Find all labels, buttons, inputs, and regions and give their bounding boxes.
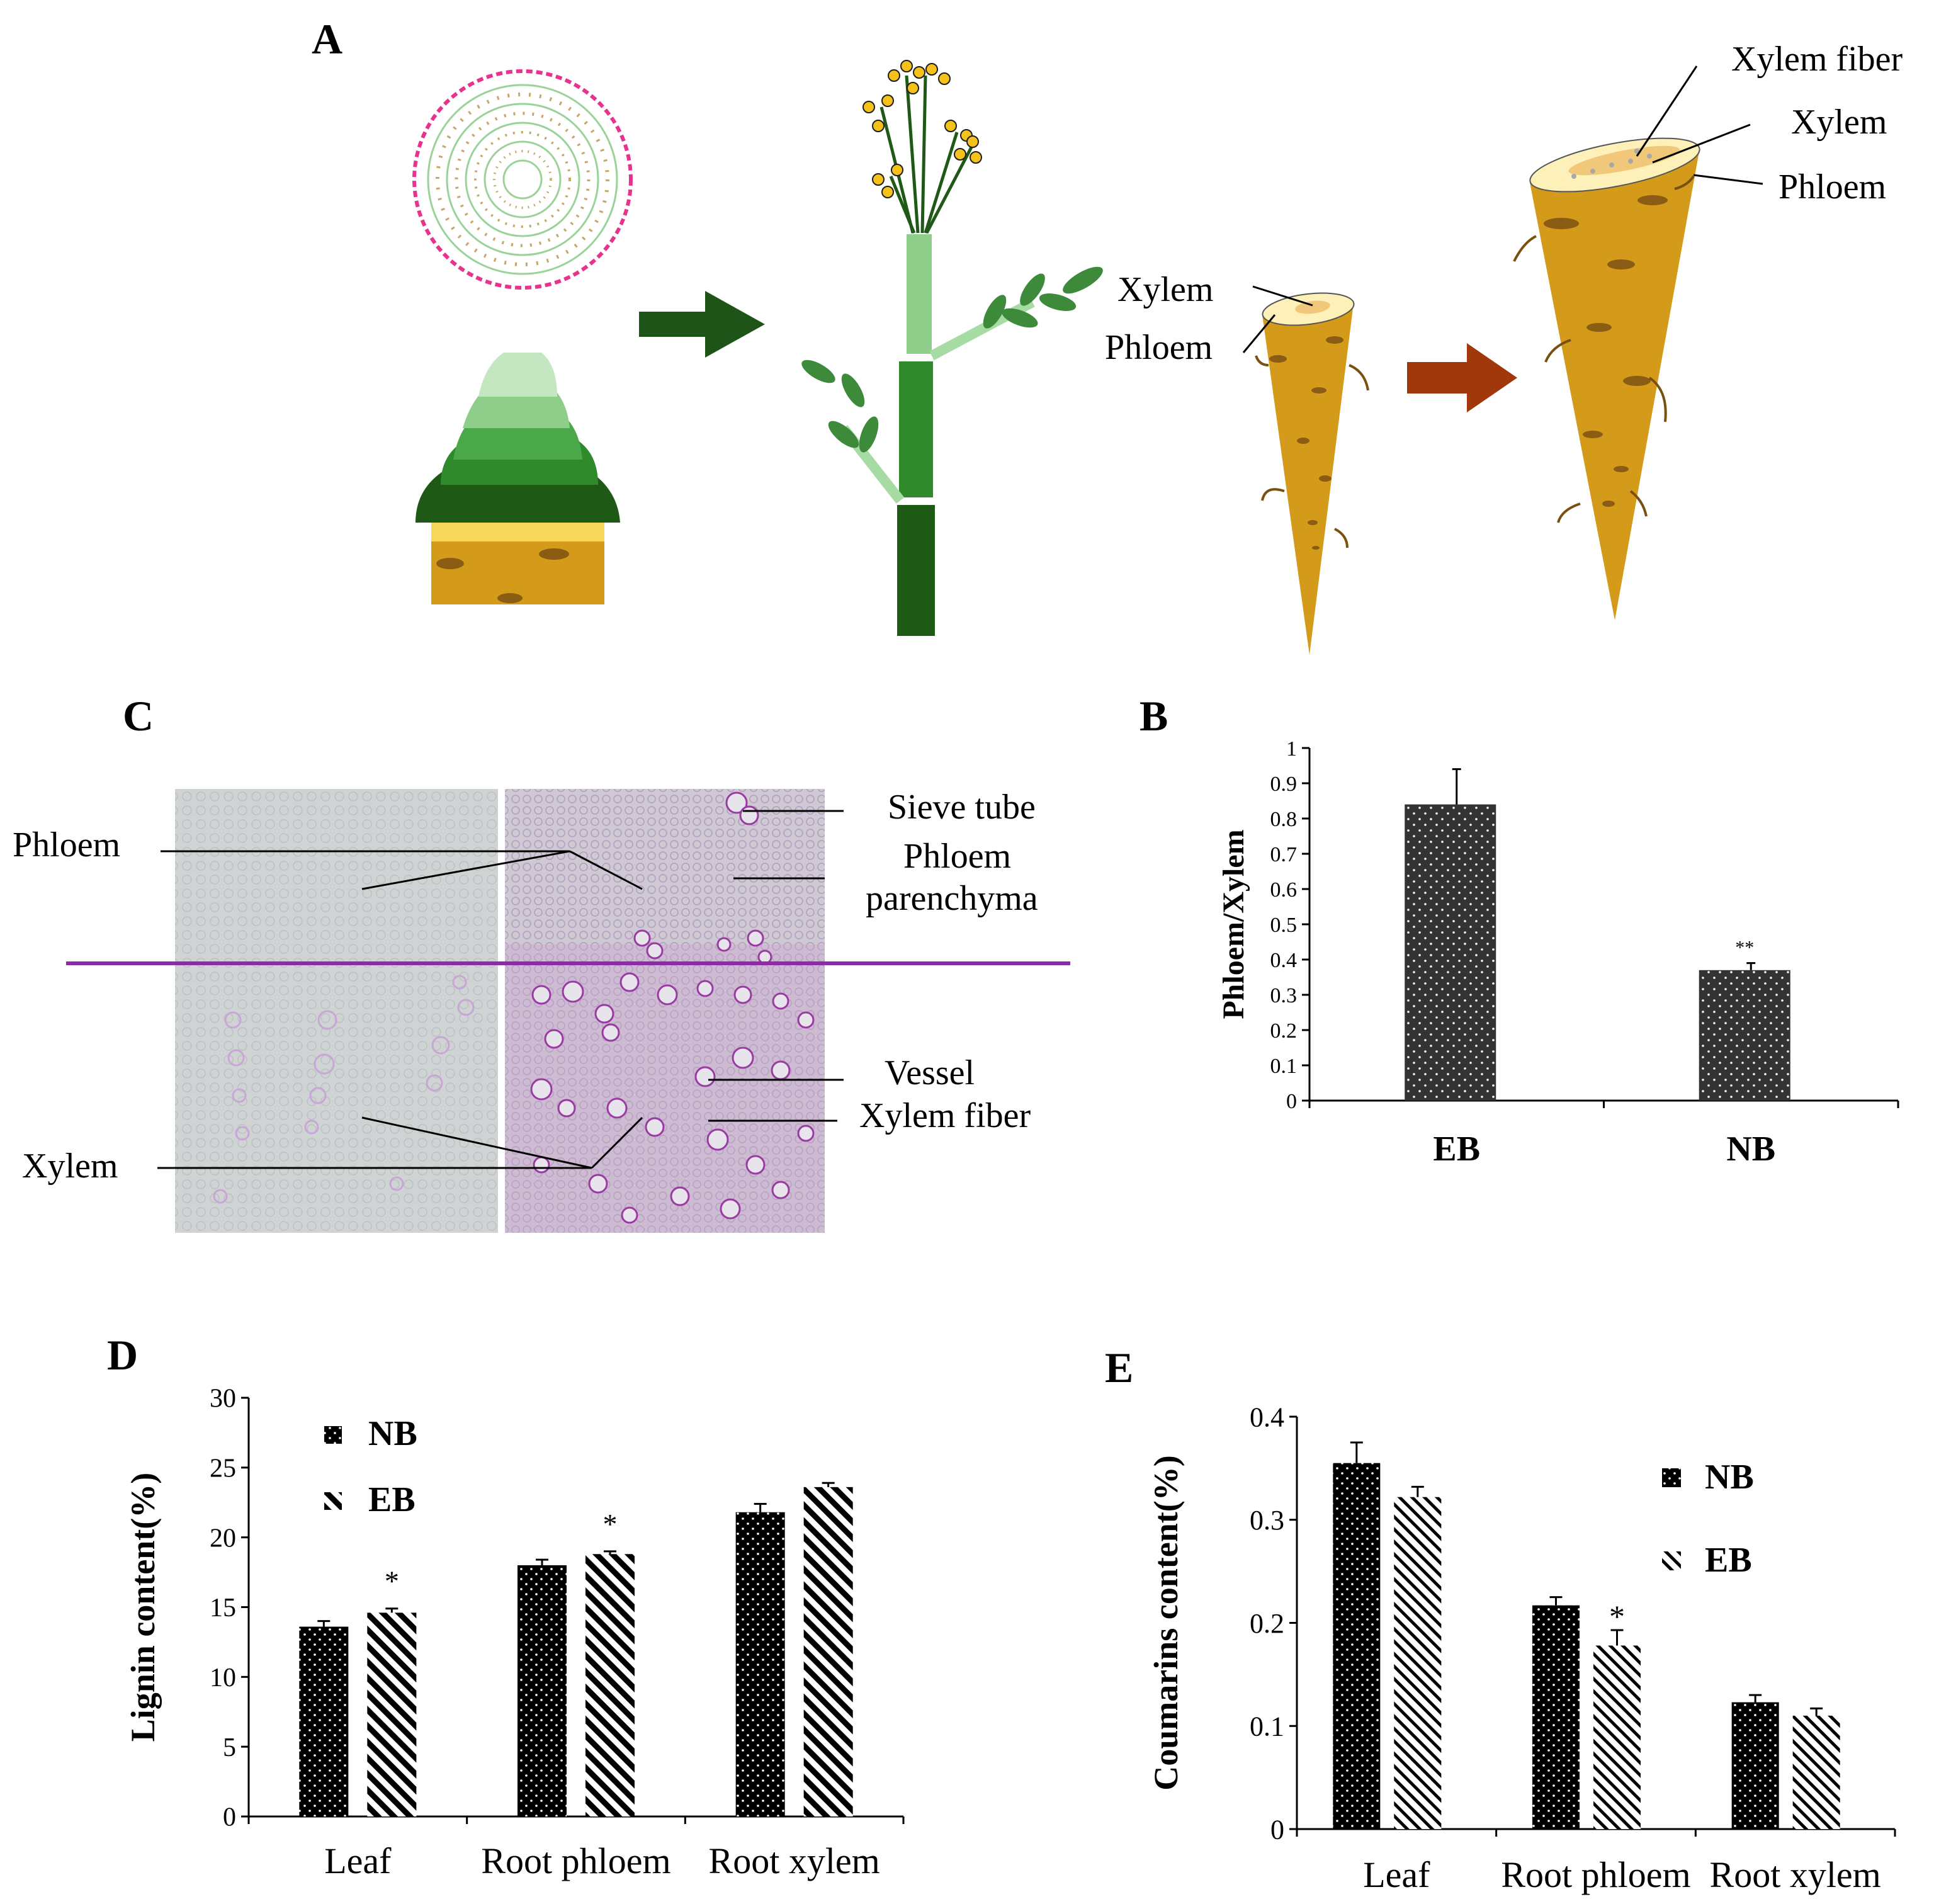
chart-b-bar-nb: [1699, 970, 1790, 1101]
bolting-plant-illustration: [801, 60, 1103, 636]
chart-d-x-category-label: Root xylem: [709, 1840, 880, 1881]
chart-e-bar-nb: [1532, 1605, 1580, 1829]
chart-b-y-tick-label: 0.2: [1270, 1019, 1298, 1043]
chart-d-legend-swatch-nb: [324, 1426, 342, 1444]
panel-e: E 0 0.1 0.2 0.3 0.4 Leaf Root phloem Root xylem…: [1105, 1344, 1896, 1895]
chart-d-significance-mark: *: [603, 1508, 618, 1540]
small-root-illustration: [1255, 292, 1369, 655]
chart-e-x-category-label: Root phloem: [1501, 1854, 1690, 1895]
chart-e-legend-label-nb: NB: [1705, 1458, 1754, 1497]
chart-b: 0 0.1 0.2 0.3 0.4 0.5 0.6 0.7 0.8 0.9 1 EB NB Phloem/…: [1217, 737, 1899, 1169]
chart-e-legend-swatch-nb: [1662, 1468, 1681, 1487]
label-xylem-large-root: Xylem: [1791, 103, 1887, 142]
chart-d-bar-nb: [299, 1626, 349, 1816]
panel-d-letter: D: [107, 1331, 138, 1379]
chart-d-y-axis-title: Lignin content(%): [124, 1473, 162, 1742]
chart-d-legend-swatch-eb: [324, 1492, 342, 1510]
arrow-brown: [1407, 343, 1517, 412]
chart-b-significance-mark: **: [1735, 938, 1754, 958]
chart-d-bar-eb: [585, 1554, 635, 1816]
label-sieve-tube: Sieve tube: [888, 788, 1036, 827]
chart-e-bar-eb: [1792, 1715, 1840, 1829]
chart-e-bar-nb: [1333, 1463, 1381, 1829]
chart-b-x-category-label: NB: [1726, 1130, 1775, 1169]
chart-b-y-tick-label: 0.5: [1270, 914, 1298, 937]
chart-d-y-tick-label: 20: [210, 1524, 236, 1553]
label-xylem: Xylem: [22, 1147, 118, 1186]
panel-c-letter: C: [123, 692, 154, 740]
label-xylem-fiber-section: Xylem fiber: [859, 1096, 1031, 1135]
panel-b-letter: B: [1139, 692, 1168, 740]
chart-d: 0 5 10 15 20 25 30 Leaf Root phloem Root xylem Lig…: [124, 1385, 905, 1881]
panel-e-letter: E: [1105, 1344, 1133, 1391]
chart-b-y-tick-label: 0.3: [1270, 984, 1298, 1007]
chart-d-legend-label-eb: EB: [368, 1480, 416, 1519]
chart-b-y-tick-label: 0.6: [1270, 878, 1298, 902]
chart-b-y-axis-title: Phloem/Xylem: [1217, 829, 1250, 1019]
panel-b: B 0 0.1 0.2 0.3 0.4 0.5 0.6 0.7 0.8 0.9 1 EB NB Phloe…: [1139, 692, 1899, 1169]
chart-b-y-tick-label: 0.9: [1270, 773, 1298, 796]
chart-e-legend-swatch-eb: [1662, 1551, 1681, 1570]
chart-d-y-tick-label: 5: [223, 1733, 236, 1762]
rosette-plant-illustration: [416, 353, 620, 604]
panel-a-letter: A: [312, 15, 342, 63]
arrow-green: [639, 291, 765, 358]
chart-b-y-tick-label: 0: [1286, 1090, 1297, 1113]
label-phloem-small-root: Phloem: [1105, 328, 1213, 367]
chart-b-y-tick-label: 0.8: [1270, 808, 1298, 831]
chart-d-y-tick-label: 15: [210, 1594, 236, 1623]
chart-d-bar-nb: [517, 1565, 567, 1816]
chart-d-bar-nb: [735, 1512, 785, 1816]
micrograph-right: [505, 789, 825, 1233]
label-xylem-small-root: Xylem: [1117, 270, 1213, 309]
chart-e: 0 0.1 0.2 0.3 0.4 Leaf Root phloem Root xylem Co…: [1147, 1402, 1896, 1895]
panel-a-leader-lines: [1242, 65, 1763, 353]
chart-e-x-category-label: Root xylem: [1710, 1854, 1881, 1895]
chart-d-x-category-label: Root phloem: [481, 1840, 670, 1881]
chart-e-y-tick-label: 0.1: [1250, 1711, 1284, 1742]
large-root-illustration: [1513, 137, 1700, 620]
chart-d-bar-eb: [803, 1487, 853, 1816]
chart-d-legend-label-nb: NB: [368, 1414, 417, 1453]
chart-b-y-tick-label: 0.7: [1270, 843, 1298, 866]
chart-b-y-tick-label: 0.1: [1270, 1055, 1298, 1078]
chart-e-bar-eb: [1593, 1645, 1641, 1829]
chart-b-x-category-label: EB: [1433, 1130, 1480, 1169]
label-phloem: Phloem: [13, 825, 120, 864]
panel-c-leader-lines: [157, 810, 844, 1169]
chart-d-bar-eb: [367, 1612, 417, 1816]
panel-a: A: [312, 15, 1903, 655]
cross-section-illustration: [412, 69, 633, 290]
panel-d: D 0 5 10 15 20 25 30 Leaf Root phloem Root xylem L…: [107, 1331, 905, 1881]
chart-b-bar-eb: [1405, 804, 1496, 1101]
chart-d-y-tick-label: 25: [210, 1454, 236, 1483]
panel-c: C: [13, 692, 1070, 1233]
label-phloem-large-root: Phloem: [1779, 167, 1886, 207]
micrograph-divider: [498, 789, 505, 1233]
chart-d-y-tick-label: 0: [223, 1803, 236, 1832]
chart-e-y-tick-label: 0.2: [1250, 1608, 1284, 1639]
chart-e-y-tick-label: 0.3: [1250, 1505, 1284, 1536]
chart-e-y-axis-title: Coumarins content(%): [1147, 1455, 1185, 1790]
chart-b-y-tick-label: 1: [1286, 737, 1297, 761]
chart-e-x-category-label: Leaf: [1363, 1854, 1430, 1895]
label-phloem-parenchyma-line1: Phloem: [903, 837, 1011, 876]
chart-e-bar-eb: [1394, 1497, 1442, 1829]
chart-b-y-tick-label: 0.4: [1270, 949, 1298, 972]
chart-e-significance-mark: *: [1609, 1599, 1625, 1634]
chart-e-y-tick-label: 0: [1270, 1814, 1284, 1845]
label-phloem-parenchyma-line2: parenchyma: [866, 879, 1038, 918]
chart-e-legend-label-eb: EB: [1705, 1541, 1752, 1580]
micrograph-left: [175, 789, 498, 1233]
chart-d-y-tick-label: 10: [210, 1663, 236, 1692]
label-vessel: Vessel: [885, 1053, 975, 1092]
chart-d-y-tick-label: 30: [210, 1385, 236, 1414]
chart-e-bar-nb: [1731, 1702, 1779, 1829]
chart-d-significance-mark: *: [385, 1565, 399, 1597]
chart-d-x-category-label: Leaf: [324, 1840, 392, 1881]
label-xylem-fiber: Xylem fiber: [1731, 40, 1903, 79]
chart-e-y-tick-label: 0.4: [1250, 1402, 1284, 1432]
